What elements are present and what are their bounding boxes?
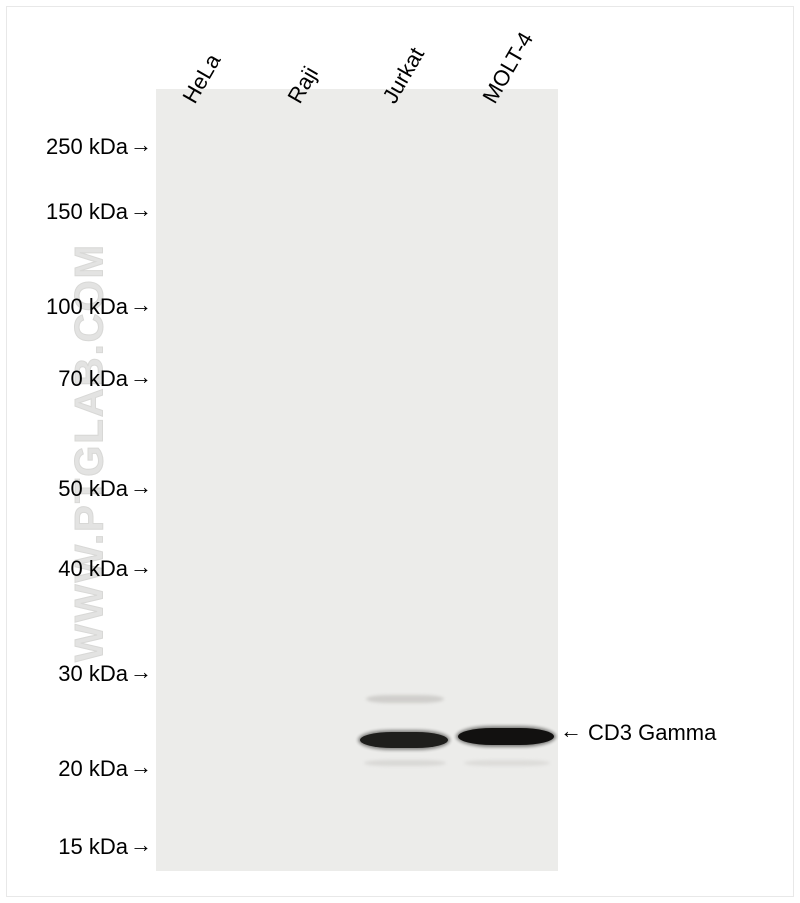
mw-arrow-icon: →: [130, 756, 152, 778]
mw-arrow-icon: →: [130, 556, 152, 578]
protein-band: [458, 728, 554, 745]
mw-marker-label: 100 kDa: [46, 294, 128, 320]
protein-band: [360, 732, 448, 748]
mw-marker-label: 30 kDa: [58, 661, 128, 687]
target-arrow-icon: ←: [560, 720, 582, 742]
protein-band-faint: [364, 760, 446, 766]
mw-marker-label: 15 kDa: [58, 834, 128, 860]
mw-marker-label: 150 kDa: [46, 199, 128, 225]
mw-marker-label: 250 kDa: [46, 134, 128, 160]
mw-marker-label: 50 kDa: [58, 476, 128, 502]
mw-arrow-icon: →: [130, 134, 152, 156]
blot-figure: WWW.PTGLAB.COM 250 kDa→150 kDa→100 kDa→7…: [0, 0, 800, 903]
mw-arrow-icon: →: [130, 294, 152, 316]
protein-band-faint: [464, 760, 550, 766]
mw-marker-label: 70 kDa: [58, 366, 128, 392]
blot-membrane: [156, 89, 558, 871]
mw-marker-label: 40 kDa: [58, 556, 128, 582]
mw-arrow-icon: →: [130, 476, 152, 498]
protein-band-faint: [366, 695, 444, 703]
mw-arrow-icon: →: [130, 199, 152, 221]
mw-arrow-icon: →: [130, 366, 152, 388]
mw-marker-label: 20 kDa: [58, 756, 128, 782]
mw-arrow-icon: →: [130, 661, 152, 683]
target-label-text: CD3 Gamma: [588, 720, 716, 746]
mw-arrow-icon: →: [130, 834, 152, 856]
